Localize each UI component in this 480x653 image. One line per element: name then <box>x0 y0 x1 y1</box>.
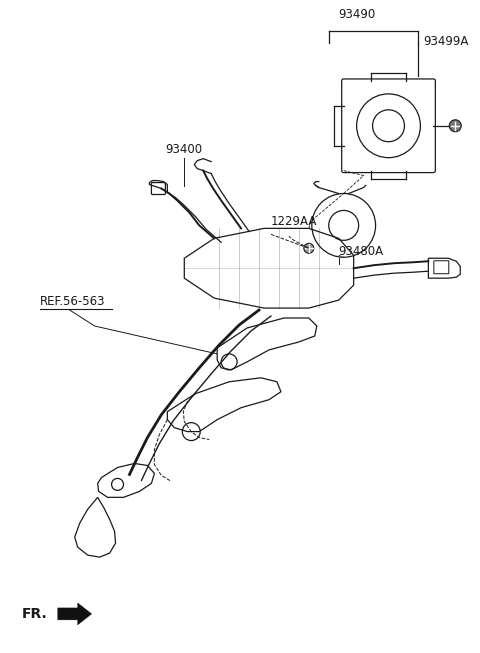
Text: 93480A: 93480A <box>339 246 384 258</box>
Polygon shape <box>58 603 92 625</box>
Text: 93499A: 93499A <box>423 35 469 48</box>
Text: 93490: 93490 <box>338 8 375 21</box>
Text: FR.: FR. <box>22 607 48 621</box>
Circle shape <box>449 119 461 132</box>
Text: REF.56-563: REF.56-563 <box>40 295 105 308</box>
Circle shape <box>304 244 314 253</box>
Text: 93400: 93400 <box>166 142 203 155</box>
Text: 1229AA: 1229AA <box>271 215 317 229</box>
